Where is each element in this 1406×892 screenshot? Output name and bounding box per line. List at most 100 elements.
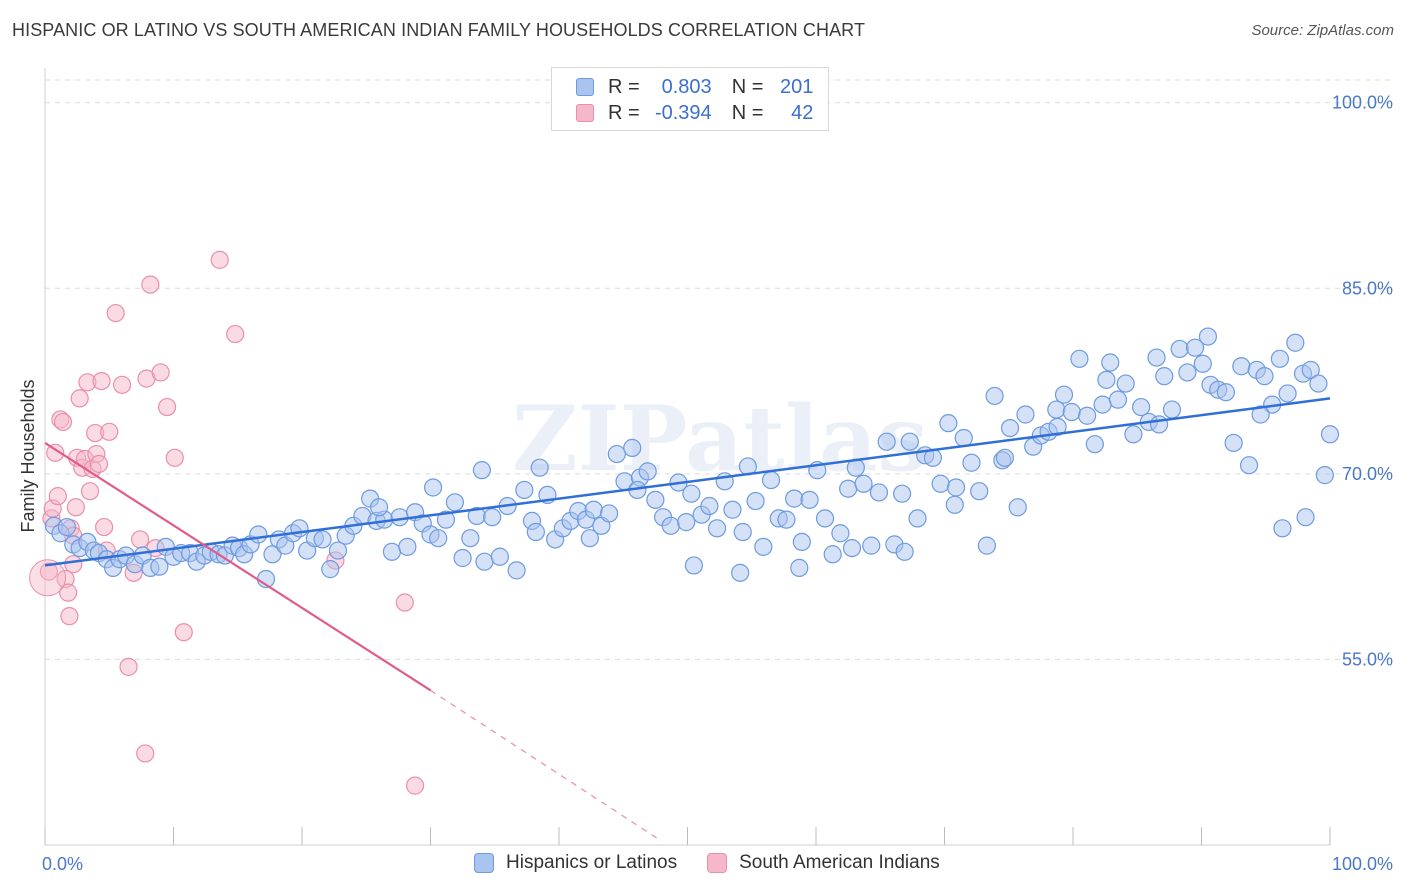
hispanic-point	[313, 530, 332, 549]
south-american-indian-point	[136, 744, 155, 763]
hispanic-point	[707, 519, 727, 538]
hispanic-point	[684, 556, 704, 575]
hispanic-point	[831, 524, 850, 543]
hispanic-point	[700, 496, 719, 516]
hispanic-point	[1070, 349, 1089, 368]
hispanic-point	[1132, 397, 1151, 417]
hispanic-point	[839, 479, 858, 498]
hispanic-point	[1273, 519, 1292, 538]
hispanic-point	[1251, 405, 1270, 424]
n-value: 42	[791, 101, 814, 124]
hispanic-point	[1255, 367, 1274, 386]
hispanic-point	[1309, 374, 1328, 393]
hispanic-point	[1093, 395, 1112, 414]
hispanic-point	[823, 545, 842, 564]
south-american-indian-point	[89, 454, 109, 474]
hispanic-point	[475, 552, 494, 571]
hispanic-point	[1085, 435, 1104, 454]
hispanic-point	[1097, 370, 1116, 389]
south-american-indian-point	[29, 559, 67, 597]
south-american-indian-point	[141, 275, 160, 294]
hispanic-point	[321, 560, 340, 579]
legend-label: Hispanics or Latinos	[506, 852, 678, 873]
trend-lines	[44, 397, 1331, 842]
hispanic-point	[436, 510, 456, 529]
hispanic-point	[777, 510, 796, 529]
hispanic-point	[746, 491, 765, 511]
legend-item-hispanics[interactable]: Hispanics or Latinos	[474, 852, 677, 874]
hispanic-point	[661, 516, 680, 535]
hispanic-point	[892, 484, 912, 503]
legend-swatch-pink	[576, 104, 594, 122]
hispanic-point	[398, 537, 417, 556]
hispanic-point	[945, 495, 964, 514]
hispanic-point	[1296, 508, 1315, 527]
legend-row-south-american-indians: R = -0.394 N = 42	[576, 100, 813, 126]
south-american-indian-point	[112, 375, 132, 394]
south-american-indian-point	[226, 324, 245, 344]
hispanic-point	[1108, 390, 1128, 409]
hispanic-point	[1016, 405, 1035, 424]
south-american-indian-point	[174, 623, 193, 642]
hispanic-point	[1232, 357, 1251, 376]
south-american-indian-point	[46, 443, 65, 462]
hispanic-point	[1124, 425, 1143, 444]
hispanic-point	[1193, 354, 1212, 373]
south-american-indian-point	[95, 517, 114, 537]
hispanic-point	[370, 498, 389, 517]
y-tick-label: 70.0%	[1342, 464, 1393, 484]
hispanic-point	[1216, 383, 1236, 402]
hispanic-point	[954, 428, 973, 448]
hispanic-point	[842, 538, 862, 558]
y-axis-label: Family Households	[18, 379, 38, 532]
axes	[44, 68, 1331, 846]
hispanic-point	[731, 563, 750, 582]
south-american-indian-point	[106, 303, 125, 323]
hispanic-point	[854, 474, 873, 493]
south-american-indian-point	[130, 530, 150, 549]
chart-source: Source: ZipAtlas.com	[1251, 22, 1394, 39]
legend-swatch-blue	[474, 853, 494, 873]
hispanic-point	[792, 532, 811, 552]
hispanic-point	[733, 522, 752, 542]
hispanic-point	[623, 438, 642, 457]
hispanic-point	[638, 462, 657, 481]
hispanic-point	[815, 509, 835, 528]
south-american-indian-point	[59, 583, 78, 602]
hispanic-point	[931, 474, 950, 493]
hispanic-point	[977, 536, 997, 555]
south-american-indian-point	[39, 562, 58, 581]
hispanic-point	[390, 508, 409, 527]
hispanic-point	[526, 522, 545, 542]
south-american-indian-point	[100, 422, 119, 441]
hispanic-point	[723, 500, 742, 519]
legend-swatch-blue	[576, 78, 594, 96]
hispanic-point	[646, 490, 665, 509]
legend-item-south-american-indians[interactable]: South American Indians	[707, 852, 940, 874]
south-american-indian-point	[64, 555, 83, 574]
south-american-indian-point	[80, 482, 100, 501]
south-american-indian-trend-line	[44, 442, 432, 692]
hispanic-point	[445, 493, 465, 512]
hispanic-point	[682, 484, 701, 503]
hispanic-point	[1116, 374, 1135, 393]
hispanic-point	[877, 432, 896, 451]
hispanic-point	[328, 541, 348, 560]
hispanic-point	[461, 529, 480, 548]
hispanic-point	[584, 500, 603, 519]
legend-label: South American Indians	[739, 852, 940, 873]
hispanic-point	[580, 529, 599, 548]
hispanic-point	[483, 508, 502, 527]
hispanic-point	[1048, 417, 1067, 436]
south-american-indian-point	[210, 250, 229, 269]
south-american-indian-trend-extension	[430, 689, 663, 842]
hispanic-point	[453, 548, 472, 568]
hispanic-point	[472, 461, 491, 480]
south-american-indian-point	[405, 776, 425, 795]
r-value: 0.803	[661, 75, 712, 98]
hispanic-point	[382, 542, 402, 561]
hispanic-point	[1101, 353, 1120, 372]
hispanic-point	[1178, 363, 1197, 382]
hispanic-point	[1008, 498, 1027, 517]
